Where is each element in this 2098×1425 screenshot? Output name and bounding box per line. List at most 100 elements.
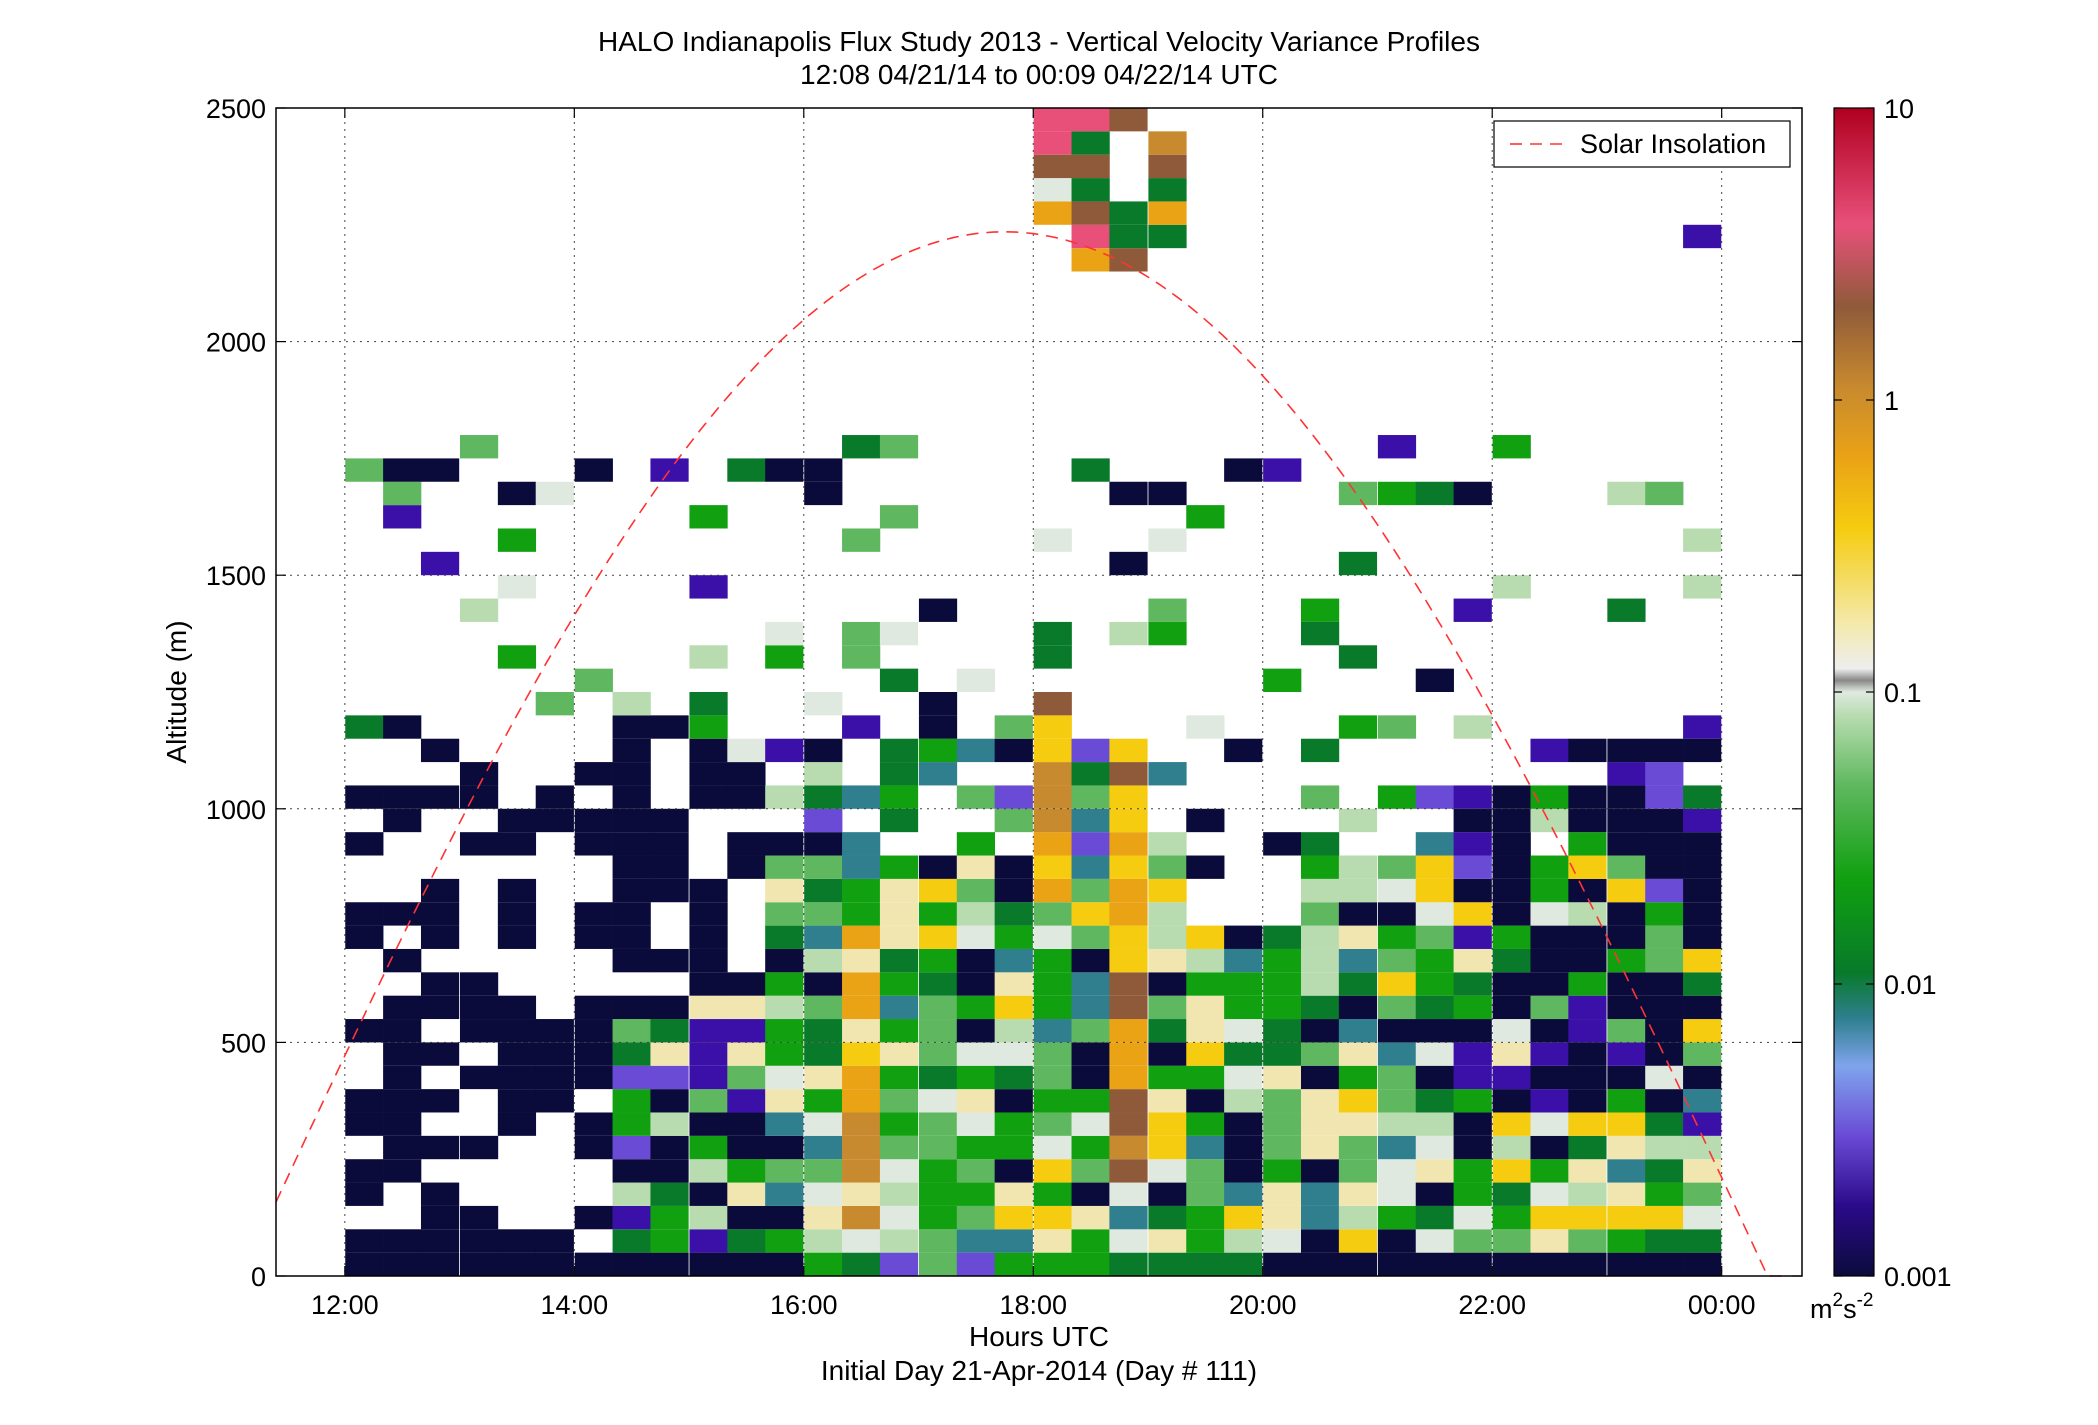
heatmap-cell	[1033, 948, 1072, 973]
heatmap-cell	[1148, 1252, 1187, 1276]
heatmap-cell	[804, 1159, 843, 1183]
heatmap-cell	[1301, 902, 1340, 926]
heatmap-cell	[1109, 1182, 1148, 1206]
heatmap-cell	[1683, 1135, 1722, 1160]
heatmap-cell	[956, 1042, 995, 1066]
heatmap-cells	[345, 108, 1722, 1276]
heatmap-cell	[1186, 1205, 1225, 1230]
heatmap-cell	[879, 902, 919, 926]
heatmap-cell	[1683, 528, 1722, 552]
heatmap-cell	[1530, 855, 1569, 879]
heatmap-cell	[1453, 785, 1492, 809]
heatmap-cell	[1492, 902, 1531, 926]
heatmap-cell	[879, 762, 919, 786]
heatmap-cell	[1568, 808, 1607, 833]
heatmap-cell	[804, 995, 843, 1020]
heatmap-cell	[1109, 925, 1148, 949]
heatmap-cell	[1301, 1042, 1340, 1066]
heatmap-cell	[727, 738, 766, 763]
heatmap-cell	[612, 925, 651, 949]
heatmap-cell	[1607, 832, 1646, 856]
heatmap-cell	[918, 1229, 958, 1253]
x-axis-label: Hours UTC	[969, 1321, 1109, 1352]
heatmap-cell	[842, 1159, 881, 1183]
heatmap-cell	[612, 1042, 651, 1066]
heatmap-cell	[612, 1182, 651, 1206]
heatmap-cell	[1453, 972, 1492, 996]
heatmap-cell	[918, 1112, 958, 1136]
heatmap-cell	[1453, 878, 1492, 903]
heatmap-cell	[1568, 1112, 1607, 1136]
heatmap-cell	[918, 715, 958, 739]
heatmap-cell	[804, 785, 843, 809]
heatmap-cell	[1338, 481, 1378, 506]
heatmap-cell	[765, 1112, 804, 1136]
heatmap-cell	[1071, 855, 1110, 879]
heatmap-cell	[650, 948, 689, 973]
heatmap-cell	[420, 902, 460, 926]
heatmap-cell	[1301, 1065, 1340, 1090]
heatmap-cell	[1453, 1135, 1492, 1160]
heatmap-cell	[1224, 1229, 1263, 1253]
heatmap-cell	[650, 1252, 689, 1276]
heatmap-cell	[650, 1159, 689, 1183]
heatmap-cell	[650, 1182, 689, 1206]
heatmap-cell	[842, 1182, 881, 1206]
heatmap-cell	[765, 855, 804, 879]
colorbar-unit-sup1: 2	[1833, 1290, 1844, 1311]
heatmap-cell	[1377, 1159, 1417, 1183]
heatmap-cell	[574, 902, 613, 926]
heatmap-cell	[383, 481, 422, 506]
heatmap-cell	[879, 972, 919, 996]
heatmap-cell	[1033, 1229, 1072, 1253]
heatmap-cell	[1683, 1159, 1722, 1183]
heatmap-cell	[1186, 1252, 1225, 1276]
heatmap-cell	[1224, 1019, 1263, 1043]
heatmap-cell	[420, 1252, 460, 1276]
heatmap-cell	[1645, 902, 1684, 926]
heatmap-cell	[1645, 481, 1684, 506]
heatmap-cell	[994, 1252, 1033, 1276]
heatmap-cell	[574, 832, 613, 856]
heatmap-cell	[1033, 1089, 1072, 1113]
heatmap-cell	[842, 1229, 881, 1253]
heatmap-cell	[994, 1159, 1033, 1183]
heatmap-cell	[1263, 1205, 1302, 1230]
heatmap-cell	[1338, 1042, 1378, 1066]
solar-insolation-curve	[275, 230, 1785, 1277]
heatmap-cell	[994, 972, 1033, 996]
heatmap-cell	[765, 1229, 804, 1253]
heatmap-cell	[1071, 832, 1110, 856]
heatmap-cell	[1109, 738, 1148, 763]
heatmap-cell	[650, 1065, 689, 1090]
heatmap-cell	[689, 1159, 728, 1183]
heatmap-cell	[1186, 1182, 1225, 1206]
heatmap-cell	[1453, 832, 1492, 856]
heatmap-cell	[1301, 925, 1340, 949]
heatmap-cell	[1645, 948, 1684, 973]
heatmap-cell	[1148, 878, 1187, 903]
heatmap-cell	[1033, 925, 1072, 949]
heatmap-cell	[1224, 1089, 1263, 1113]
heatmap-cell	[345, 715, 384, 739]
heatmap-cell	[1683, 948, 1722, 973]
chart-subtitle: 12:08 04/21/14 to 00:09 04/22/14 UTC	[800, 59, 1278, 90]
heatmap-cell	[1224, 972, 1263, 996]
heatmap-cell	[1683, 738, 1722, 763]
heatmap-cell	[574, 1042, 613, 1066]
heatmap-cell	[574, 1135, 613, 1160]
heatmap-cell	[1607, 808, 1646, 833]
heatmap-cell	[1263, 1065, 1302, 1090]
heatmap-cell	[1263, 1019, 1302, 1043]
heatmap-cell	[1186, 505, 1225, 529]
heatmap-cell	[1186, 1229, 1225, 1253]
heatmap-cell	[1683, 855, 1722, 879]
heatmap-cell	[1033, 1019, 1072, 1043]
heatmap-cell	[1109, 1019, 1148, 1043]
heatmap-cell	[1338, 808, 1378, 833]
heatmap-cell	[420, 1182, 460, 1206]
heatmap-cell	[1530, 925, 1569, 949]
heatmap-cell	[918, 878, 958, 903]
heatmap-cell	[689, 738, 728, 763]
heatmap-cell	[956, 925, 995, 949]
